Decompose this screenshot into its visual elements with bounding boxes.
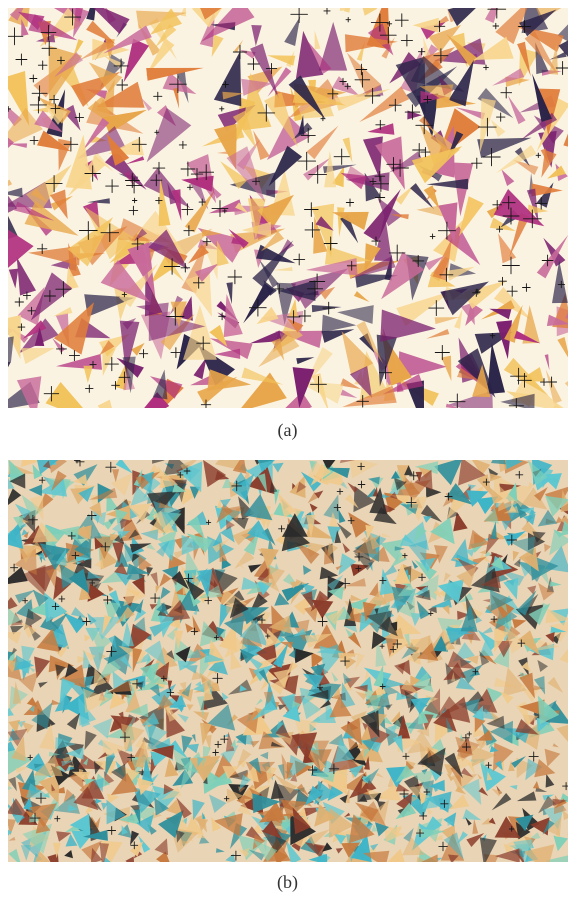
texture-b — [8, 460, 568, 862]
micrograph-panel-a — [8, 8, 568, 408]
crystal-texture — [8, 460, 568, 862]
crystal-texture — [8, 8, 568, 408]
texture-a — [8, 8, 568, 408]
micrograph-panel-b — [8, 460, 568, 862]
caption-b: (b) — [277, 872, 298, 892]
extinction-brushes — [8, 8, 568, 408]
extinction-brushes — [10, 460, 568, 861]
caption-a: (a) — [277, 420, 298, 440]
